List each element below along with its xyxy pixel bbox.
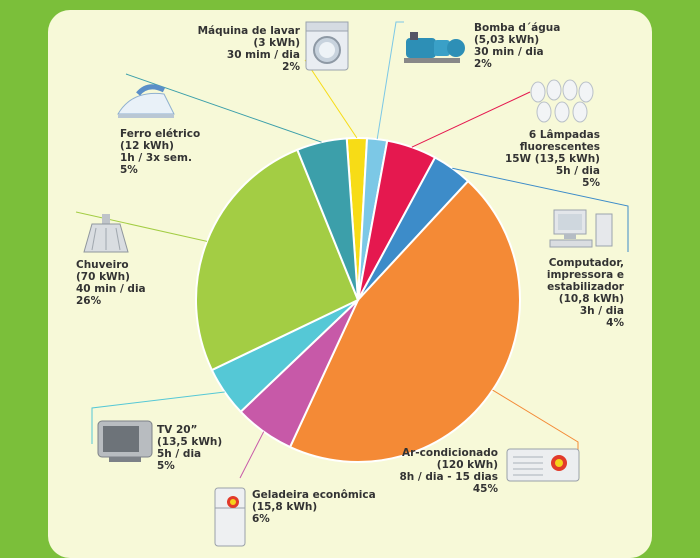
leader-line-4 [492,389,579,450]
label-tv: TV 20” (13,5 kWh) 5h / dia 5% [157,424,223,472]
label-chuveiro: Chuveiro (70 kWh) 40 min / dia 26% [76,259,146,307]
label-computador: Computador, impressora e estabilizador (… [546,257,624,329]
leader-line-5 [239,431,265,479]
air-conditioner-icon [506,448,580,482]
iron-icon [117,84,175,118]
label-geladeira: Geladeira econômica (15,8 kWh) 6% [252,489,376,525]
label-bomba-dagua: Bomba d´água (5,03 kWh) 30 min / dia 2% [474,22,561,70]
leader-line-1 [376,21,404,140]
label-ferro-eletrico: Ferro elétrico (12 kWh) 1h / 3x sem. 5% [120,128,201,176]
shower-icon [83,214,129,253]
washing-machine-icon [305,21,349,71]
pie-slice-7 [195,148,360,372]
label-maquina-de-lavar: Máquina de lavar (3 kWh) 30 mim / dia 2% [197,25,300,73]
refrigerator-icon [214,487,246,547]
leader-line-0 [304,59,358,139]
label-lampadas: 6 Lâmpadas fluorescentes 15W (13,5 kWh) … [504,129,600,189]
label-ar-condicionado: Ar-condicionado (120 kWh) 8h / dia - 15 … [399,447,498,495]
water-pump-icon [404,32,465,63]
leader-line-3 [452,167,629,252]
tv-icon [97,420,153,462]
leader-line-7 [75,211,208,242]
leader-line-6 [91,391,225,444]
leader-line-2 [411,91,531,148]
fluorescent-lamps-icon [530,79,594,123]
computer-icon [549,209,613,248]
